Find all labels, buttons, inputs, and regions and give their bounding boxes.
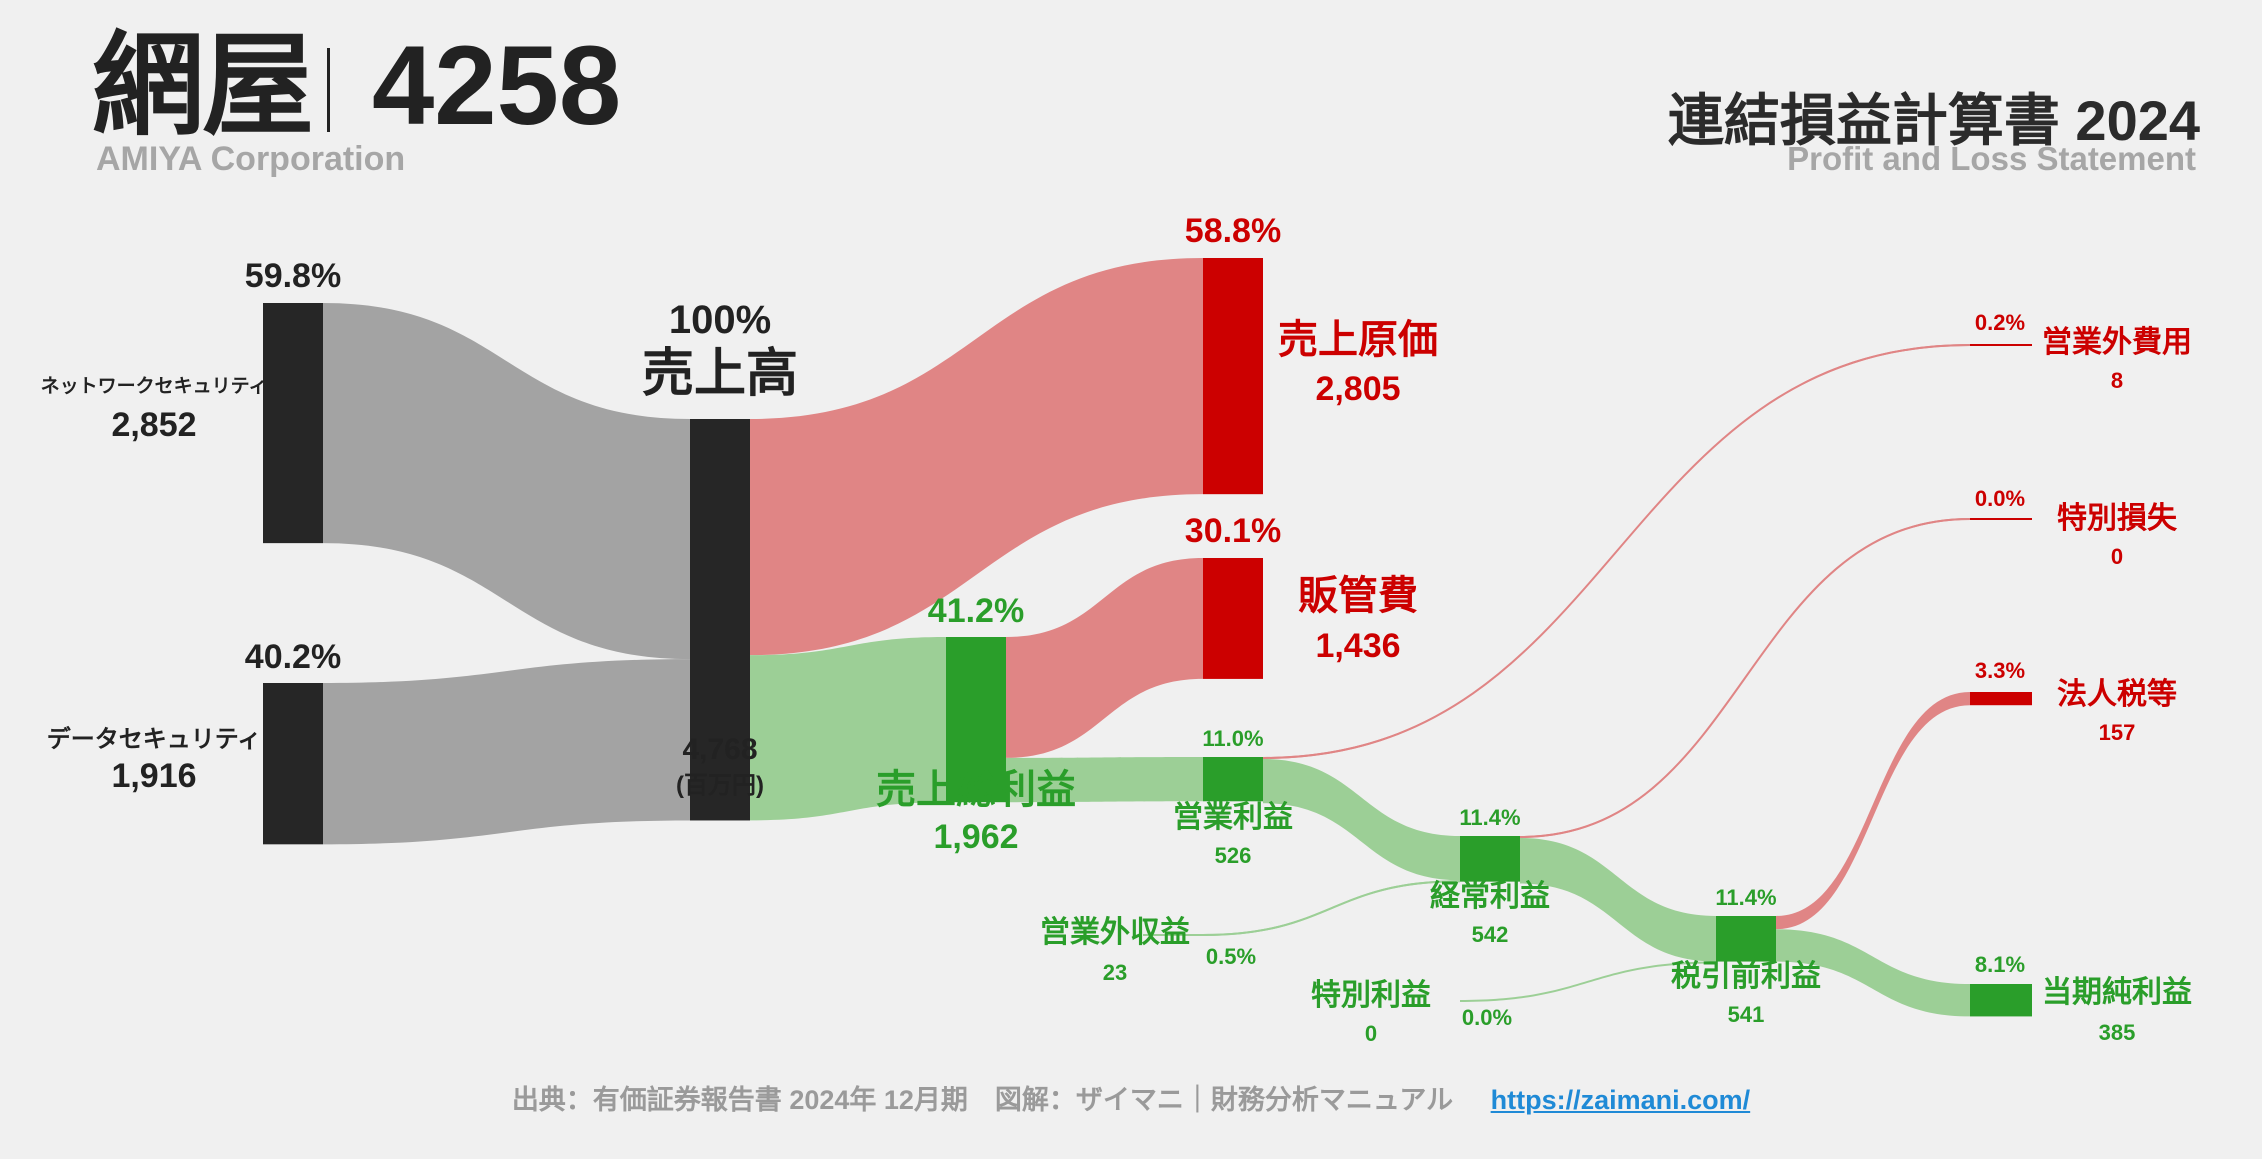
name-op: 営業利益 — [1173, 801, 1293, 834]
flow-line-ord-to-spl — [1519, 518, 1971, 838]
pct-noe: 0.2% — [1974, 310, 2026, 335]
node-spl — [1970, 518, 2032, 520]
value-pti: 541 — [1727, 1002, 1765, 1027]
value-spl: 0 — [2110, 544, 2124, 569]
node-ni — [1970, 984, 2032, 1017]
company-name-en: AMIYA Corporation — [96, 140, 406, 178]
title-divider — [327, 48, 330, 132]
value-net: 2,852 — [111, 406, 197, 444]
flow-line-op-to-noe — [1262, 344, 1971, 759]
value-tax: 157 — [2098, 720, 2136, 745]
flow-data-to-rev — [323, 659, 690, 845]
pct-data: 40.2% — [244, 638, 342, 676]
name-ord: 経常利益 — [1430, 880, 1550, 913]
value-op: 526 — [1214, 843, 1252, 868]
flow-net-to-rev — [323, 303, 690, 660]
pct-cogs: 58.8% — [1184, 212, 1282, 250]
value-noi: 23 — [1102, 960, 1128, 985]
flow-rev-to-cogs — [750, 258, 1203, 656]
statement-title-en: Profit and Loss Statement — [1787, 140, 2196, 177]
value-ord: 542 — [1471, 922, 1509, 947]
value-noe: 8 — [2110, 368, 2124, 393]
stock-code: 4258 — [372, 23, 622, 148]
name-rev: 売上高 — [641, 345, 799, 403]
footer-source: 出典：有価証券報告書 2024年 12月期 図解：ザイマニ｜財務分析マニュアル — [511, 1085, 1454, 1115]
value-gp: 1,962 — [933, 818, 1019, 856]
node-net — [263, 303, 323, 544]
flow-gp-to-op — [1006, 757, 1203, 803]
node-rev — [690, 419, 750, 821]
pct-op: 11.0% — [1202, 726, 1264, 751]
pct-spl: 0.0% — [1974, 486, 2026, 511]
name-noi: 営業外収益 — [1040, 916, 1190, 949]
company-name: 網屋 — [92, 23, 314, 148]
name-spg: 特別利益 — [1311, 979, 1431, 1012]
flow-pti-to-ni — [1776, 929, 1970, 1017]
name-tax: 法人税等 — [2057, 678, 2177, 711]
name-pti: 税引前利益 — [1671, 960, 1821, 993]
value-spg: 0 — [1364, 1021, 1378, 1046]
node-noe — [1970, 344, 2032, 346]
name-net: ネットワークセキュリティ — [40, 376, 268, 397]
pct-net: 59.8% — [244, 257, 342, 295]
node-cogs — [1203, 258, 1263, 495]
flow-rev-to-gp — [750, 637, 946, 821]
name-noe: 営業外費用 — [2042, 326, 2192, 359]
pct-pti: 11.4% — [1715, 885, 1777, 910]
pct-ni: 8.1% — [1974, 952, 2026, 977]
unit-label: (百万円) — [676, 772, 764, 799]
footer-link[interactable]: https://zaimani.com/ — [1490, 1085, 1751, 1115]
name-data: データセキュリティ — [46, 726, 262, 753]
statement-title: 連結損益計算書 2024 — [1667, 89, 2200, 152]
flow-pti-to-tax — [1776, 692, 1970, 930]
flow-gp-to-sga — [1006, 558, 1203, 758]
pct-ord: 11.4% — [1459, 805, 1521, 830]
name-sga: 販管費 — [1298, 574, 1418, 618]
node-data — [263, 683, 323, 845]
node-tax — [1970, 692, 2032, 706]
name-spl: 特別損失 — [2057, 502, 2177, 535]
node-pti — [1716, 916, 1776, 962]
node-gp — [946, 637, 1006, 803]
flow-spg-to-pti — [1460, 961, 1716, 1002]
name-ni: 当期純利益 — [2042, 976, 2192, 1009]
pct-tax: 3.3% — [1974, 658, 2026, 683]
node-op — [1203, 757, 1263, 802]
value-data: 1,916 — [111, 757, 197, 795]
value-rev: 4,768 — [682, 733, 758, 766]
pct-noi: 0.5% — [1205, 944, 1257, 969]
value-sga: 1,436 — [1315, 627, 1401, 665]
footer: 出典：有価証券報告書 2024年 12月期 図解：ザイマニ｜財務分析マニュアル … — [0, 1078, 2262, 1117]
flow-ord-to-pti — [1520, 838, 1716, 962]
value-cogs: 2,805 — [1315, 370, 1401, 408]
pct-gp: 41.2% — [927, 592, 1025, 630]
node-sga — [1203, 558, 1263, 679]
name-cogs: 売上原価 — [1278, 318, 1438, 362]
node-ord — [1460, 836, 1520, 882]
pct-rev: 100% — [668, 298, 772, 342]
flow-op-to-ord — [1263, 759, 1460, 881]
pct-sga: 30.1% — [1184, 512, 1282, 550]
value-ni: 385 — [2098, 1020, 2136, 1045]
name-gp: 売上総利益 — [876, 768, 1076, 812]
flow-line-noi-to-ord — [1202, 880, 1461, 936]
pct-spg: 0.0% — [1461, 1005, 1513, 1030]
